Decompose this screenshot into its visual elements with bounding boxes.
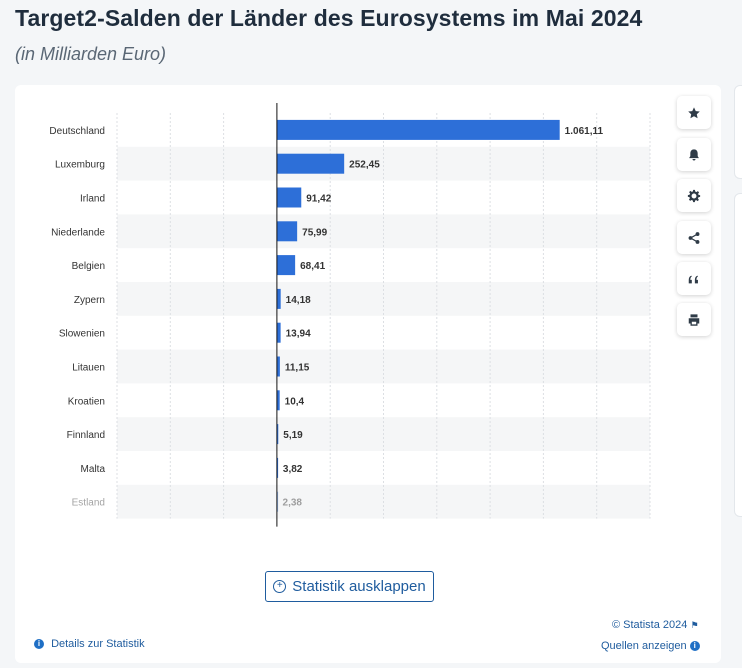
category-label: Zypern [74, 295, 105, 306]
star-icon [688, 106, 700, 118]
value-label: 68,41 [300, 261, 325, 272]
side-panel-edge-bottom [734, 193, 742, 517]
settings-button[interactable] [677, 179, 711, 212]
bar [276, 491, 279, 512]
category-label: Luxemburg [55, 160, 105, 171]
share-icon [688, 231, 700, 244]
category-label: Litauen [72, 363, 105, 374]
value-label: 14,18 [286, 295, 311, 306]
gear-icon [687, 189, 701, 202]
bar [276, 187, 302, 208]
page-subtitle: (in Milliarden Euro) [15, 44, 167, 64]
bell-icon [689, 148, 699, 161]
bar [276, 288, 281, 309]
bar [276, 356, 280, 377]
value-label: 1.061,11 [565, 126, 604, 137]
notification-button[interactable] [677, 138, 711, 171]
quote-icon [688, 275, 698, 283]
favorite-button[interactable] [677, 96, 711, 129]
value-label: 75,99 [302, 227, 327, 238]
bar [276, 153, 345, 174]
page-title: Target2-Salden der Länder des Eurosystem… [15, 5, 643, 31]
printer-icon [688, 313, 700, 326]
value-label: 252,45 [349, 160, 380, 171]
bar-chart: Deutschland 1.061,11 Luxemburg 252,45 Irland… [49, 103, 651, 527]
info-icon: i [34, 639, 44, 650]
category-label: Belgien [72, 261, 105, 272]
plus-circle-icon: + [273, 580, 287, 593]
flag-icon: ⚑ [690, 620, 699, 630]
value-label: 13,94 [286, 329, 311, 340]
sources-link[interactable]: Quellen anzeigen i [601, 640, 700, 652]
value-label: 5,19 [283, 430, 303, 441]
bar [276, 119, 560, 140]
cite-button[interactable] [677, 262, 711, 295]
row-stripe [117, 214, 650, 249]
value-label: 3,82 [283, 464, 303, 475]
bar [276, 322, 281, 343]
value-label: 2,38 [283, 498, 303, 509]
category-label: Malta [81, 464, 106, 475]
expand-label: Statistik ausklappen [292, 578, 426, 595]
bar [276, 390, 280, 411]
category-label: Niederlande [51, 227, 105, 238]
info-icon: i [689, 641, 700, 652]
bar [276, 457, 279, 478]
copyright-link[interactable]: © Statista 2024 ⚑ [612, 619, 699, 631]
category-label: Kroatien [68, 396, 105, 407]
share-button[interactable] [677, 221, 711, 254]
category-label: Irland [80, 194, 105, 205]
value-label: 10,4 [285, 396, 305, 407]
category-label: Slowenien [59, 329, 105, 340]
bar [276, 221, 298, 242]
bar [276, 424, 279, 445]
value-label: 91,42 [306, 194, 331, 205]
category-label: Deutschland [49, 126, 105, 137]
details-link[interactable]: i Details zur Statistik [34, 638, 145, 650]
print-button[interactable] [677, 303, 711, 336]
row-stripe [117, 146, 650, 181]
side-panel-edge-top [734, 85, 742, 179]
expand-statistic-button[interactable]: + Statistik ausklappen [265, 571, 434, 602]
category-label: Estland [72, 498, 105, 509]
category-label: Finnland [67, 430, 105, 441]
bar [276, 255, 296, 276]
value-label: 11,15 [285, 363, 310, 374]
